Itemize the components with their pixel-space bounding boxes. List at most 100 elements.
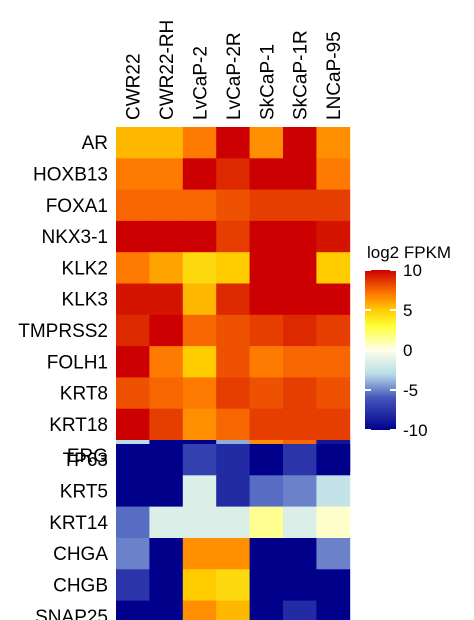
heatmap-cell — [216, 127, 250, 159]
row-label: KRT18 — [49, 415, 108, 436]
row-label: CHGB — [53, 575, 108, 596]
heatmap-cell — [182, 444, 217, 476]
heatmap-cell — [283, 569, 317, 601]
column-labels: CWR22 CWR22-RH LvCaP-2 LvCaP-2R SkCaP-1 SkCaP… — [124, 20, 345, 120]
heatmap-cell — [116, 127, 150, 159]
heatmap-cell — [116, 408, 150, 441]
column-label: LvCaP-2R — [224, 32, 245, 120]
heatmap-cell — [182, 506, 217, 539]
heatmap-cell — [283, 314, 317, 347]
heatmap-cell — [316, 189, 351, 222]
column-label: LNCaP-95 — [324, 31, 345, 120]
heatmap-cell — [249, 314, 284, 347]
row-label: KRT8 — [60, 384, 108, 405]
heatmap-cell — [249, 506, 284, 539]
heatmap-cell — [182, 475, 217, 507]
row-label: AR — [82, 133, 108, 154]
color-legend: log2 FPKM 10 5 0 -5 -10 — [365, 243, 451, 440]
heatmap-cell — [116, 377, 150, 410]
heatmap-cell — [149, 377, 184, 410]
heatmap-cell — [216, 346, 250, 378]
heatmap-cell — [316, 377, 351, 410]
heatmap-cell — [182, 600, 217, 620]
heatmap-cell — [182, 346, 217, 378]
heatmap-cell — [249, 346, 284, 378]
heatmap-cell — [216, 506, 250, 539]
heatmap-cell — [316, 220, 351, 253]
heatmap-cell — [283, 252, 317, 284]
legend-title: log2 FPKM — [367, 243, 451, 262]
heatmap-cell — [216, 220, 250, 253]
heatmap-cell — [316, 444, 351, 476]
row-label: SNAP25 — [35, 607, 108, 620]
heatmap-cell — [283, 506, 317, 539]
row-label: KRT14 — [49, 513, 108, 534]
heatmap-cell — [116, 220, 150, 253]
heatmap-cells — [116, 127, 351, 620]
column-label: CWR22 — [124, 53, 145, 120]
heatmap-cell — [216, 377, 250, 410]
heatmap-cell — [249, 538, 284, 570]
heatmap-cell — [149, 158, 184, 190]
heatmap-cell — [283, 220, 317, 253]
heatmap-cell — [283, 283, 317, 316]
heatmap-cell — [116, 506, 150, 539]
heatmap-cell — [149, 189, 184, 222]
row-label: CHGA — [53, 544, 108, 565]
heatmap-cell — [116, 158, 150, 190]
row-labels: AR HOXB13 FOXA1 NKX3-1 KLK2 KLK3 TMPRSS2 FOLH1 K… — [18, 133, 108, 620]
heatmap-cell — [216, 408, 250, 441]
heatmap-cell — [216, 314, 250, 347]
colorbar-tick-label: 5 — [403, 301, 412, 320]
heatmap-cell — [316, 408, 351, 441]
heatmap-cell — [216, 252, 250, 284]
heatmap-cell — [182, 189, 217, 222]
heatmap-cell — [216, 189, 250, 222]
heatmap-cell — [182, 408, 217, 441]
heatmap-cell — [283, 189, 317, 222]
heatmap-cell — [182, 377, 217, 410]
heatmap-cell — [283, 158, 317, 190]
heatmap-cell — [182, 569, 217, 601]
heatmap-cell — [316, 475, 351, 507]
heatmap-cell — [149, 506, 184, 539]
heatmap-cell — [249, 189, 284, 222]
heatmap-cell — [182, 283, 217, 316]
heatmap-cell — [216, 158, 250, 190]
column-label: LvCaP-2 — [191, 46, 212, 120]
heatmap-cell — [249, 377, 284, 410]
heatmap-cell — [182, 158, 217, 190]
heatmap-cell — [116, 346, 150, 378]
heatmap-cell — [149, 283, 184, 316]
heatmap-cell — [149, 408, 184, 441]
heatmap-cell — [316, 538, 351, 570]
heatmap-cell — [116, 252, 150, 284]
row-label: KRT5 — [60, 481, 108, 502]
heatmap-cell — [149, 600, 184, 620]
heatmap-cell — [116, 569, 150, 601]
heatmap-cell — [316, 158, 351, 190]
row-label: ERG — [67, 446, 108, 467]
heatmap-cell — [283, 475, 317, 507]
row-label: TMPRSS2 — [18, 321, 108, 342]
heatmap-cell — [149, 127, 184, 159]
heatmap-cell — [182, 220, 217, 253]
heatmap-cell — [283, 346, 317, 378]
heatmap-cell — [149, 314, 184, 347]
heatmap-cell — [116, 538, 150, 570]
heatmap-cell — [316, 600, 351, 620]
heatmap-cell — [116, 444, 150, 476]
heatmap-cell — [216, 600, 250, 620]
row-label: FOLH1 — [47, 352, 108, 373]
heatmap-cell — [283, 444, 317, 476]
heatmap-cell — [249, 475, 284, 507]
heatmap-cell — [182, 538, 217, 570]
heatmap-cell — [216, 444, 250, 476]
heatmap-cell — [249, 252, 284, 284]
heatmap-cell — [316, 283, 351, 316]
heatmap-cell — [316, 346, 351, 378]
row-label: NKX3-1 — [41, 227, 108, 248]
row-label: HOXB13 — [33, 164, 108, 185]
heatmap-cell — [283, 377, 317, 410]
